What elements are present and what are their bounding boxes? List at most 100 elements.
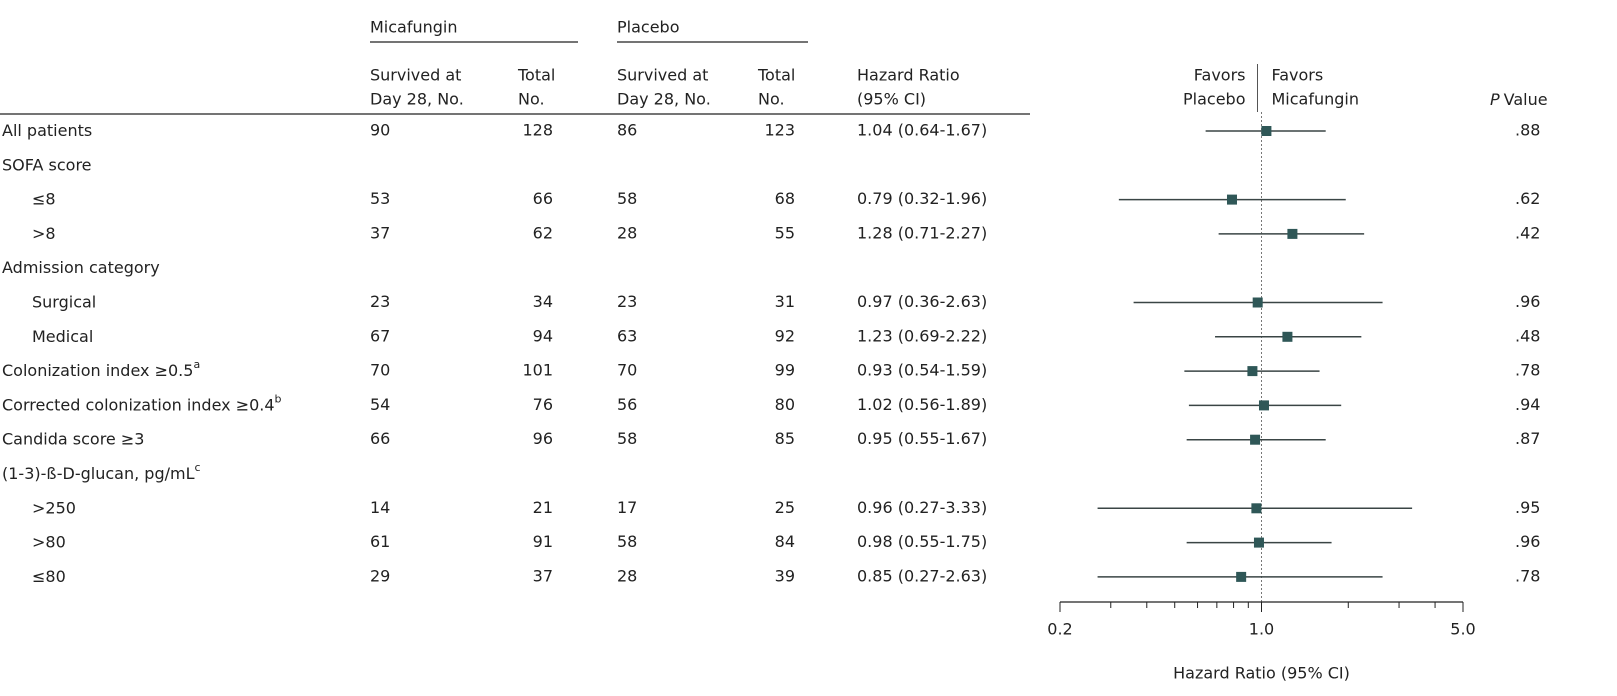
cell: 70 bbox=[370, 361, 390, 380]
p-value: .48 bbox=[1515, 326, 1540, 345]
cell: 0.96 (0.27-3.33) bbox=[857, 498, 987, 517]
cell: 56 bbox=[617, 395, 637, 414]
column-header: Survived at bbox=[370, 66, 461, 85]
row-label: Admission category bbox=[2, 258, 160, 277]
cell: 0.93 (0.54-1.59) bbox=[857, 361, 987, 380]
p-value: .94 bbox=[1515, 395, 1540, 414]
cell: 53 bbox=[370, 189, 390, 208]
cell: 66 bbox=[533, 189, 553, 208]
row-label: (1-3)-ß-D-glucan, pg/mLc bbox=[2, 461, 201, 483]
cell: 1.04 (0.64-1.67) bbox=[857, 121, 987, 140]
cell: 37 bbox=[533, 566, 553, 585]
cell: 1.28 (0.71-2.27) bbox=[857, 223, 987, 242]
row-label: Surgical bbox=[32, 292, 96, 311]
cell: 86 bbox=[617, 121, 637, 140]
row-label: >250 bbox=[32, 498, 76, 517]
cell: 61 bbox=[370, 532, 390, 551]
hr-marker bbox=[1258, 400, 1269, 411]
column-header: Total bbox=[517, 66, 555, 85]
row-label: >8 bbox=[32, 223, 56, 242]
cell: 25 bbox=[775, 498, 795, 517]
group-header: Micafungin bbox=[370, 18, 458, 37]
row-label-text: SOFA score bbox=[2, 155, 92, 174]
cell: 99 bbox=[775, 361, 795, 380]
cell: 62 bbox=[533, 223, 553, 242]
row-label: Candida score ≥3 bbox=[2, 429, 144, 448]
hr-marker bbox=[1250, 434, 1261, 445]
cell: 28 bbox=[617, 223, 637, 242]
p-value: .88 bbox=[1515, 121, 1540, 140]
column-header: Survived at bbox=[617, 66, 708, 85]
hr-marker bbox=[1261, 126, 1272, 136]
hr-marker bbox=[1252, 297, 1263, 308]
row-label: Medical bbox=[32, 326, 93, 345]
row-label: >80 bbox=[32, 532, 66, 551]
p-value: .87 bbox=[1515, 429, 1540, 448]
cell: 37 bbox=[370, 223, 390, 242]
column-header: Hazard Ratio bbox=[857, 66, 960, 85]
cell: 58 bbox=[617, 189, 637, 208]
x-tick-label: 1.0 bbox=[1249, 620, 1274, 639]
row-label-text: >80 bbox=[32, 532, 66, 551]
cell: 101 bbox=[522, 361, 553, 380]
cell: 92 bbox=[775, 326, 795, 345]
cell: 123 bbox=[764, 121, 795, 140]
cell: 23 bbox=[370, 292, 390, 311]
cell: 84 bbox=[775, 532, 795, 551]
row-label-text: ≤8 bbox=[32, 189, 56, 208]
favors-label: Placebo bbox=[1183, 90, 1245, 109]
cell: 0.79 (0.32-1.96) bbox=[857, 189, 987, 208]
row-label: Corrected colonization index ≥0.4b bbox=[2, 392, 282, 414]
row-label-text: Colonization index ≥0.5 bbox=[2, 361, 193, 380]
row-label-text: Admission category bbox=[2, 258, 160, 277]
row-label-text: (1-3)-ß-D-glucan, pg/mL bbox=[2, 464, 195, 483]
x-tick-label: 0.2 bbox=[1047, 620, 1072, 639]
row-label-text: >8 bbox=[32, 223, 56, 242]
hr-marker bbox=[1282, 331, 1293, 342]
row-label-text: ≤80 bbox=[32, 566, 66, 585]
hr-marker bbox=[1287, 228, 1298, 239]
footnote-mark: b bbox=[275, 392, 282, 405]
cell: 1.02 (0.56-1.89) bbox=[857, 395, 987, 414]
column-header: No. bbox=[518, 90, 545, 109]
hr-marker bbox=[1253, 537, 1264, 548]
p-value: .42 bbox=[1515, 223, 1540, 242]
p-value: .62 bbox=[1515, 189, 1540, 208]
column-header: Day 28, No. bbox=[370, 90, 464, 109]
cell: 68 bbox=[775, 189, 795, 208]
cell: 23 bbox=[617, 292, 637, 311]
cell: 31 bbox=[775, 292, 795, 311]
cell: 28 bbox=[617, 566, 637, 585]
cell: 66 bbox=[370, 429, 390, 448]
hr-marker bbox=[1251, 503, 1262, 514]
cell: 91 bbox=[533, 532, 553, 551]
group-header: Placebo bbox=[617, 18, 679, 37]
cell: 67 bbox=[370, 326, 390, 345]
row-label-text: All patients bbox=[2, 121, 92, 140]
cell: 0.95 (0.55-1.67) bbox=[857, 429, 987, 448]
cell: 85 bbox=[775, 429, 795, 448]
cell: 128 bbox=[522, 121, 553, 140]
cell: 39 bbox=[775, 566, 795, 585]
p-value: .96 bbox=[1515, 292, 1540, 311]
cell: 54 bbox=[370, 395, 390, 414]
cell: 90 bbox=[370, 121, 390, 140]
cell: 17 bbox=[617, 498, 637, 517]
cell: 0.85 (0.27-2.63) bbox=[857, 566, 987, 585]
row-label-text: Corrected colonization index ≥0.4 bbox=[2, 395, 275, 414]
column-header: No. bbox=[758, 90, 785, 109]
row-label: ≤8 bbox=[32, 189, 56, 208]
p-value: .95 bbox=[1515, 498, 1540, 517]
p-italic: P bbox=[1490, 90, 1500, 109]
p-value: .78 bbox=[1515, 361, 1540, 380]
hr-marker bbox=[1247, 366, 1258, 377]
cell: 94 bbox=[533, 326, 553, 345]
cell: 55 bbox=[775, 223, 795, 242]
cell: 14 bbox=[370, 498, 390, 517]
x-axis-title: Hazard Ratio (95% CI) bbox=[1173, 664, 1350, 683]
p-value: .78 bbox=[1515, 566, 1540, 585]
row-label-text: >250 bbox=[32, 498, 76, 517]
favors-label: Favors bbox=[1194, 66, 1246, 85]
cell: 63 bbox=[617, 326, 637, 345]
cell: 1.23 (0.69-2.22) bbox=[857, 326, 987, 345]
